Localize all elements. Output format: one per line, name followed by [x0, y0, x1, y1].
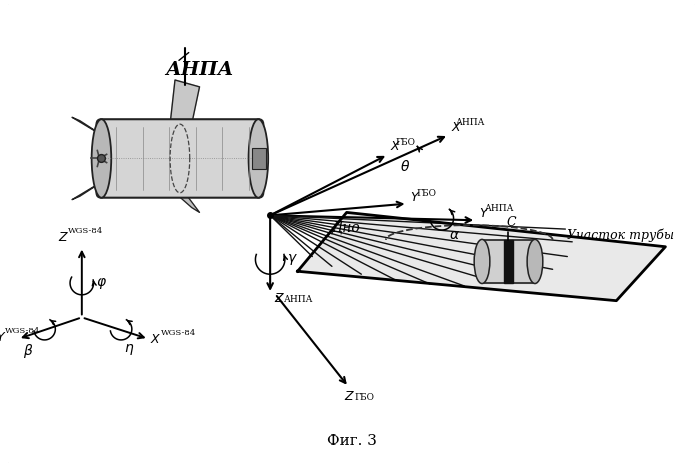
Text: $Z$: $Z$ — [58, 231, 69, 244]
Text: Фиг. 3: Фиг. 3 — [327, 434, 377, 448]
Text: $Z$: $Z$ — [274, 292, 285, 304]
Text: $\theta$: $\theta$ — [400, 159, 410, 174]
Text: $\beta$: $\beta$ — [23, 342, 34, 360]
Text: WGS-84: WGS-84 — [6, 327, 41, 335]
Text: Участок трубы: Участок трубы — [567, 228, 674, 242]
Text: $\gamma$: $\gamma$ — [287, 252, 298, 267]
Text: $X$: $X$ — [390, 140, 401, 153]
Ellipse shape — [97, 155, 106, 163]
Text: АНПА: АНПА — [456, 118, 486, 127]
Polygon shape — [175, 193, 199, 212]
Text: С: С — [507, 216, 516, 229]
Text: $Y$: $Y$ — [479, 207, 489, 220]
Text: WGS-84: WGS-84 — [161, 329, 197, 337]
Text: $X$: $X$ — [150, 333, 162, 346]
FancyBboxPatch shape — [97, 119, 263, 198]
Text: WGS-84: WGS-84 — [68, 227, 104, 235]
Ellipse shape — [527, 240, 542, 283]
Text: $X$: $X$ — [451, 120, 462, 134]
Text: $Y$: $Y$ — [410, 191, 421, 204]
Text: ГБО: ГБО — [416, 189, 436, 198]
FancyBboxPatch shape — [4, 0, 699, 467]
Text: Дно: Дно — [332, 220, 361, 234]
Ellipse shape — [474, 240, 490, 283]
Polygon shape — [503, 240, 513, 283]
Text: $\varphi$: $\varphi$ — [96, 276, 106, 290]
Text: $\alpha$: $\alpha$ — [449, 228, 460, 242]
Text: ГБО: ГБО — [395, 138, 416, 147]
Polygon shape — [72, 117, 106, 138]
Polygon shape — [72, 179, 106, 200]
Ellipse shape — [248, 119, 268, 198]
Polygon shape — [170, 80, 199, 124]
Text: АНПА: АНПА — [485, 205, 514, 213]
FancyBboxPatch shape — [253, 148, 266, 169]
Ellipse shape — [92, 119, 111, 198]
Text: АНПА: АНПА — [284, 295, 314, 304]
Text: $Z$: $Z$ — [344, 390, 355, 403]
Text: ГБО: ГБО — [354, 393, 374, 402]
Text: АНПА: АНПА — [165, 61, 234, 79]
Text: $\eta$: $\eta$ — [124, 342, 134, 357]
Polygon shape — [482, 240, 535, 283]
Polygon shape — [298, 212, 666, 301]
Text: $Y$: $Y$ — [0, 331, 6, 344]
